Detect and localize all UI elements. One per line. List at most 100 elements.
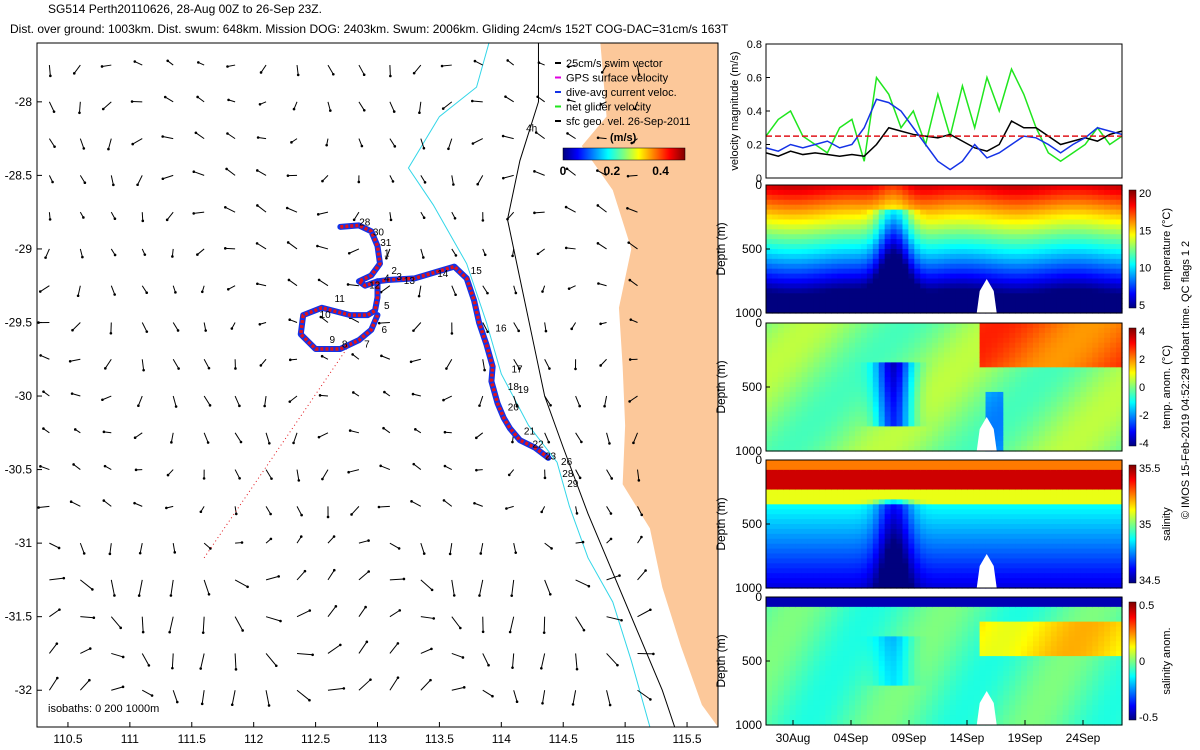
heatmap-cell <box>1033 352 1040 359</box>
heatmap-cell <box>979 391 987 398</box>
heatmap-cell <box>837 411 844 418</box>
current-vector <box>296 610 310 618</box>
heatmap-cell <box>860 558 868 564</box>
heatmap-cell <box>771 283 779 289</box>
heatmap-cell <box>1044 249 1052 255</box>
heatmap-cell <box>955 504 963 510</box>
heatmap-cell <box>831 372 838 378</box>
heatmap-cell <box>771 464 779 471</box>
heatmap-cell <box>902 548 909 555</box>
heatmap-cell <box>967 288 975 294</box>
heatmap-cell <box>949 494 957 500</box>
heatmap-cell <box>973 347 981 354</box>
heatmap-cell <box>843 509 850 515</box>
heatmap-cell <box>896 553 904 560</box>
heatmap-cell <box>1098 362 1105 368</box>
heatmap-cell <box>961 244 969 250</box>
heatmap-cell <box>908 396 915 403</box>
heatmap-cell <box>1003 239 1010 245</box>
current-vector-head <box>150 694 154 697</box>
heatmap-cell <box>795 288 803 294</box>
heatmap-cell <box>1098 258 1105 265</box>
heatmap-cell <box>1027 278 1034 285</box>
heatmap-cell <box>1015 185 1022 191</box>
heatmap-cell <box>866 372 874 378</box>
heatmap-cell <box>801 401 809 408</box>
heatmap-cell <box>849 209 856 216</box>
heatmap-cell <box>1038 219 1046 225</box>
current-vector-head <box>481 219 485 222</box>
heatmap-cell <box>1038 298 1046 304</box>
heatmap-cell <box>872 278 880 285</box>
heatmap-cell <box>997 199 1004 206</box>
heatmap-cell <box>766 396 773 403</box>
heatmap-cell <box>819 283 826 289</box>
heatmap-cell <box>795 548 803 555</box>
heatmap-cell <box>807 524 815 530</box>
current-vector-head <box>317 278 321 282</box>
heatmap-cell <box>1050 426 1058 432</box>
heatmap-cell <box>1092 209 1099 216</box>
heatmap-cell <box>1080 391 1087 398</box>
current-vector-head <box>38 290 42 293</box>
heatmap-cell <box>843 204 850 211</box>
heatmap-cell <box>896 308 904 314</box>
current-vector <box>480 543 484 554</box>
heatmap-cell <box>979 514 987 520</box>
heatmap-cell <box>1080 357 1087 363</box>
heatmap-cell <box>1056 308 1064 314</box>
heatmap-cell <box>1068 372 1076 378</box>
heatmap-cell <box>1021 303 1028 309</box>
heatmap-cell <box>961 342 969 349</box>
heatmap-cell <box>973 558 981 564</box>
current-vector-head <box>311 653 314 657</box>
heatmap-cell <box>1033 219 1040 225</box>
heatmap-cell <box>1038 293 1046 299</box>
current-vector-head <box>600 71 604 74</box>
heatmap-cell <box>902 303 909 309</box>
heatmap-cell <box>955 514 963 520</box>
heatmap-cell <box>991 416 998 423</box>
heatmap-cell <box>926 352 933 359</box>
heatmap-cell <box>926 194 933 201</box>
heatmap-cell <box>967 464 975 471</box>
heatmap-cell <box>1110 362 1117 368</box>
current-vector <box>287 242 298 250</box>
heatmap-cell <box>855 249 862 255</box>
heatmap-cell <box>1033 249 1040 255</box>
current-vector <box>381 355 391 360</box>
heatmap-cell <box>855 426 862 432</box>
heatmap-cell <box>1080 352 1087 359</box>
heatmap-cell <box>991 568 998 574</box>
heatmap-cell <box>819 583 826 589</box>
current-vector-head <box>130 100 134 103</box>
heatmap-cell <box>908 558 915 564</box>
heatmap-cell <box>985 253 993 260</box>
heatmap-cell <box>1104 204 1111 211</box>
current-vector <box>104 358 112 369</box>
heatmap-cell <box>967 258 975 265</box>
heatmap-cell <box>795 244 803 250</box>
current-vector <box>327 569 335 581</box>
current-vector-head <box>199 510 203 514</box>
current-vector-head <box>443 464 447 468</box>
heatmap-cell <box>920 411 927 418</box>
heatmap-cell <box>908 347 915 354</box>
current-vector <box>110 285 116 295</box>
heatmap-cell <box>1003 258 1010 265</box>
heatmap-cell <box>1092 234 1099 240</box>
heatmap-cell <box>813 303 820 309</box>
heatmap-cell <box>807 479 815 486</box>
heatmap-cell <box>1044 431 1052 437</box>
heatmap-cell <box>884 416 892 423</box>
heatmap-cell <box>884 538 892 545</box>
current-vector-head <box>226 287 230 291</box>
heatmap-cell <box>872 189 880 196</box>
heatmap-cell <box>896 244 904 250</box>
heatmap-cell <box>831 268 838 275</box>
heatmap-cell <box>1050 278 1058 285</box>
heatmap-cell <box>766 367 773 373</box>
heatmap-cell <box>801 303 809 309</box>
heatmap-cell <box>979 396 987 403</box>
heatmap-cell <box>949 332 957 339</box>
